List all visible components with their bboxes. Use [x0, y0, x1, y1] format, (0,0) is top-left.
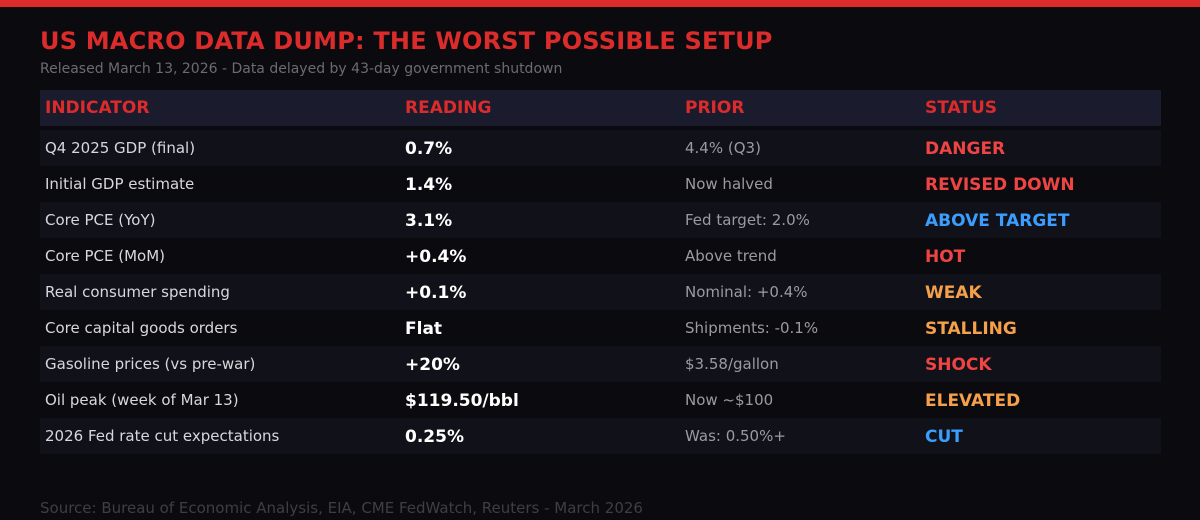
reading-cell: 1.4%: [405, 175, 453, 195]
reading-cell: +0.4%: [405, 247, 467, 267]
table-row: Initial GDP estimate 1.4% Now halved REVISE…: [40, 166, 1161, 202]
prior-cell: Fed target: 2.0%: [685, 211, 810, 229]
table-row: Oil peak (week of Mar 13) $119.50/bbl Now …: [40, 382, 1161, 418]
table-row: Core capital goods orders Flat Shipments: …: [40, 310, 1161, 346]
column-header-status: STATUS: [925, 98, 998, 118]
column-header-indicator: INDICATOR: [45, 98, 150, 118]
column-header-reading: READING: [405, 98, 492, 118]
macro-data-table: INDICATOR READING PRIOR STATUS Q4 2025 G…: [40, 90, 1161, 454]
indicator-cell: 2026 Fed rate cut expectations: [45, 427, 280, 445]
prior-cell: Was: 0.50%+: [685, 427, 786, 445]
table-body: Q4 2025 GDP (final) 0.7% 4.4% (Q3) DANGER In…: [40, 130, 1161, 454]
indicator-cell: Core capital goods orders: [45, 319, 238, 337]
indicator-cell: Initial GDP estimate: [45, 175, 195, 193]
indicator-cell: Oil peak (week of Mar 13): [45, 391, 239, 409]
indicator-cell: Q4 2025 GDP (final): [45, 139, 196, 157]
prior-cell: 4.4% (Q3): [685, 139, 761, 157]
reading-cell: $119.50/bbl: [405, 391, 519, 411]
indicator-cell: Real consumer spending: [45, 283, 230, 301]
indicator-cell: Core PCE (MoM): [45, 247, 166, 265]
status-badge: ELEVATED: [925, 391, 1021, 411]
table-row: Core PCE (MoM) +0.4% Above trend HOT: [40, 238, 1161, 274]
status-badge: SHOCK: [925, 355, 992, 375]
table-row: Q4 2025 GDP (final) 0.7% 4.4% (Q3) DANGER: [40, 130, 1161, 166]
status-badge: STALLING: [925, 319, 1017, 339]
indicator-cell: Core PCE (YoY): [45, 211, 156, 229]
status-badge: ABOVE TARGET: [925, 211, 1070, 231]
prior-cell: Above trend: [685, 247, 777, 265]
table-row: 2026 Fed rate cut expectations 0.25% Was: …: [40, 418, 1161, 454]
status-badge: HOT: [925, 247, 966, 267]
status-badge: WEAK: [925, 283, 982, 303]
prior-cell: Nominal: +0.4%: [685, 283, 808, 301]
reading-cell: +20%: [405, 355, 460, 375]
reading-cell: 0.25%: [405, 427, 464, 447]
status-badge: DANGER: [925, 139, 1006, 159]
table-row: Real consumer spending +0.1% Nominal: +0.4…: [40, 274, 1161, 310]
table-row: Gasoline prices (vs pre-war) +20% $3.58/ga…: [40, 346, 1161, 382]
column-header-prior: PRIOR: [685, 98, 745, 118]
top-accent-bar: [0, 0, 1200, 7]
prior-cell: Shipments: -0.1%: [685, 319, 819, 337]
status-badge: REVISED DOWN: [925, 175, 1075, 195]
reading-cell: 0.7%: [405, 139, 453, 159]
status-badge: CUT: [925, 427, 963, 447]
page-subtitle: Released March 13, 2026 - Data delayed b…: [40, 61, 563, 77]
indicator-cell: Gasoline prices (vs pre-war): [45, 355, 256, 373]
table-header-row: INDICATOR READING PRIOR STATUS: [40, 90, 1161, 126]
reading-cell: Flat: [405, 319, 443, 339]
prior-cell: Now halved: [685, 175, 773, 193]
reading-cell: +0.1%: [405, 283, 467, 303]
table-row: Core PCE (YoY) 3.1% Fed target: 2.0% ABOVE …: [40, 202, 1161, 238]
prior-cell: $3.58/gallon: [685, 355, 779, 373]
prior-cell: Now ~$100: [685, 391, 774, 409]
reading-cell: 3.1%: [405, 211, 453, 231]
source-footnote: Source: Bureau of Economic Analysis, EIA…: [40, 499, 643, 517]
page-title: US MACRO DATA DUMP: THE WORST POSSIBLE S…: [40, 27, 773, 55]
